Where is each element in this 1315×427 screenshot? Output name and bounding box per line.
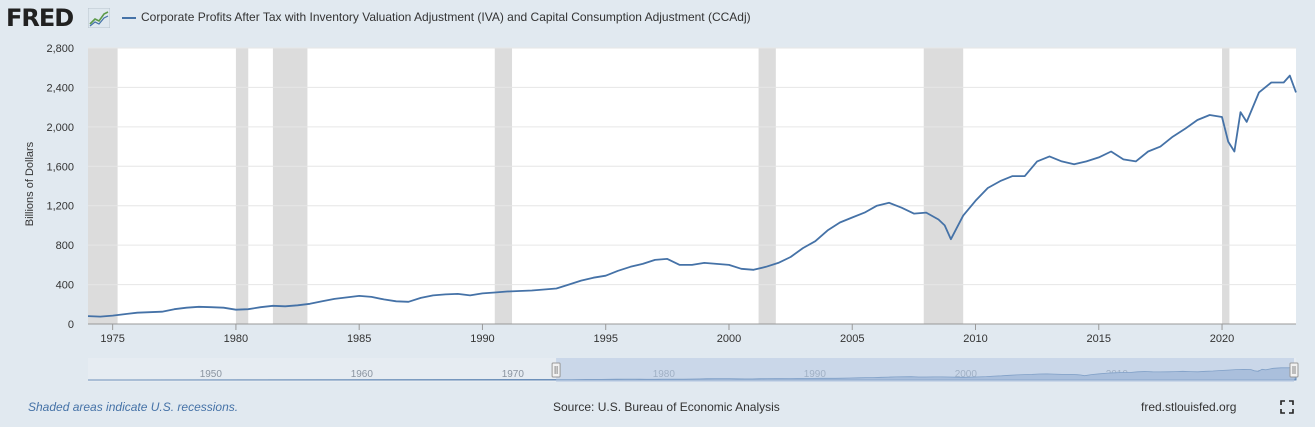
x-tick-label: 1980 <box>224 333 248 345</box>
x-tick-label: 1990 <box>470 333 494 345</box>
series-line <box>87 74 1297 318</box>
y-tick-label: 1,200 <box>46 201 74 213</box>
y-tick-label: 400 <box>56 280 74 292</box>
x-tick-label: 1975 <box>100 333 124 345</box>
y-tick-label: 1,600 <box>46 161 74 173</box>
navigator-label: 1950 <box>200 369 223 380</box>
recession-band <box>494 48 513 324</box>
recession-band <box>272 48 308 324</box>
y-tick-label: 2,800 <box>46 43 74 55</box>
fred-logo[interactable]: FRED <box>6 4 74 32</box>
x-tick-label: 2000 <box>717 333 741 345</box>
navigator-handle-right[interactable] <box>1289 362 1299 378</box>
navigator-label: 1960 <box>351 369 374 380</box>
y-tick-label: 800 <box>56 240 74 252</box>
navigator-handle-left[interactable] <box>551 362 561 378</box>
legend-series-label[interactable]: Corporate Profits After Tax with Invento… <box>141 10 751 24</box>
fullscreen-icon[interactable] <box>1280 400 1294 414</box>
legend-swatch <box>122 17 136 19</box>
site-link[interactable]: fred.stlouisfed.org <box>1141 400 1237 414</box>
recession-band <box>235 48 249 324</box>
x-tick-label: 1985 <box>347 333 371 345</box>
recession-band <box>758 48 776 324</box>
chart-header: FRED Corporate Profits After Tax with In… <box>0 0 1315 36</box>
y-tick-label: 2,400 <box>46 82 74 94</box>
x-tick-label: 2010 <box>963 333 987 345</box>
recession-band <box>88 48 118 324</box>
plot-area <box>88 48 1296 324</box>
line-chart[interactable]: 0 400 800 1,200 1,600 2,000 2,400 2,800 1975 1980… <box>0 36 1315 392</box>
fred-chart-icon <box>88 8 110 28</box>
navigator-label: 1970 <box>502 369 525 380</box>
x-tick-label: 2020 <box>1210 333 1234 345</box>
recession-band <box>1222 48 1230 324</box>
recession-note: Shaded areas indicate U.S. recessions. <box>28 400 239 414</box>
x-tick-label: 2015 <box>1087 333 1111 345</box>
y-tick-label: 2,000 <box>46 122 74 134</box>
y-tick-label: 0 <box>68 319 74 331</box>
recession-band <box>923 48 964 324</box>
navigator-selection <box>556 358 1294 382</box>
source-note: Source: U.S. Bureau of Economic Analysis <box>553 400 780 414</box>
x-tick-label: 1995 <box>593 333 617 345</box>
x-tick-label: 2005 <box>840 333 864 345</box>
